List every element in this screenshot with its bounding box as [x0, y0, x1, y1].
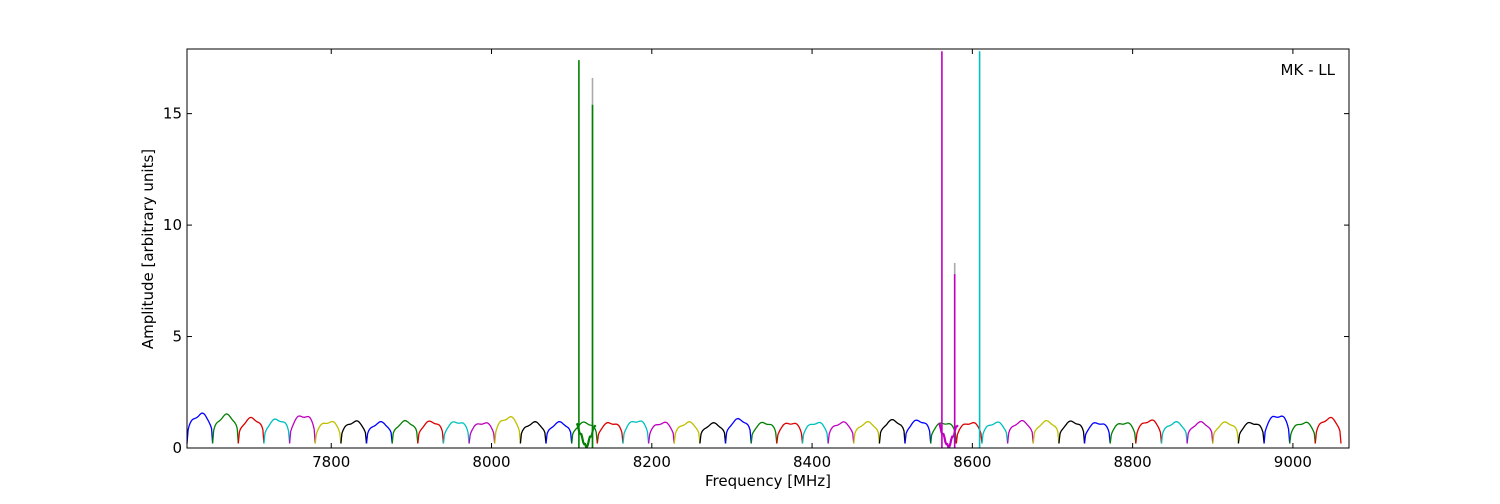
baseline-channel-2 — [211, 413, 239, 444]
y-tick-label: 5 — [172, 328, 182, 346]
x-tick-label: 7800 — [312, 453, 350, 471]
baseline-channel-38 — [1135, 419, 1163, 444]
baseline-channel-44 — [1289, 421, 1316, 444]
baseline-channel-11 — [442, 421, 470, 444]
baseline-channel-7 — [340, 420, 368, 444]
baseline-channel-28 — [878, 418, 906, 444]
baseline-channel-13 — [494, 416, 522, 444]
baseline-channel-37 — [1109, 422, 1137, 444]
x-tick-label: 8400 — [793, 453, 831, 471]
baseline-channel-6 — [314, 420, 342, 444]
baseline-channel-21 — [699, 422, 727, 444]
y-tick-label: 0 — [172, 439, 182, 457]
x-axis-label: Frequency [MHz] — [705, 472, 831, 490]
baseline-channel-18 — [622, 420, 650, 444]
baseline-channel-17 — [596, 421, 624, 444]
baseline-channel-23 — [750, 421, 778, 444]
baseline-channel-24 — [776, 422, 804, 444]
baseline-channel-8 — [365, 421, 393, 444]
baseline-channel-10 — [417, 420, 445, 444]
baseline-channel-5 — [288, 415, 316, 444]
baseline-channel-16 — [571, 421, 598, 444]
plot-frame — [186, 48, 1350, 449]
y-tick-label: 15 — [163, 105, 182, 123]
baseline-channel-15 — [545, 421, 573, 444]
spike-layer — [575, 51, 981, 448]
x-tick-label: 8000 — [472, 453, 510, 471]
baseline-channel-25 — [801, 421, 829, 444]
baseline-channel-43 — [1263, 415, 1291, 444]
baseline-channel-22 — [724, 417, 752, 444]
baseline-channel-42 — [1237, 421, 1265, 444]
baseline-channel-9 — [391, 419, 419, 444]
baseline-channel-27 — [853, 420, 881, 444]
baseline-channel-19 — [647, 421, 675, 444]
baseline-channel-31 — [955, 421, 983, 444]
baseline-channel-26 — [827, 421, 855, 444]
baseline-channel-20 — [673, 421, 701, 444]
x-tick-label: 8600 — [953, 453, 991, 471]
baseline-channel-39 — [1160, 421, 1188, 444]
baseline-channel-40 — [1186, 420, 1214, 444]
baseline-channel-4 — [263, 418, 291, 444]
baseline-channel-35 — [1058, 420, 1086, 444]
baseline-channel-33 — [1006, 419, 1034, 444]
baseline-channel-32 — [981, 421, 1009, 444]
y-tick-label: 10 — [163, 216, 182, 234]
baseline-channel-12 — [468, 422, 496, 444]
baseline-channel-41 — [1212, 421, 1240, 444]
x-tick-label: 9000 — [1274, 453, 1312, 471]
y-axis-ticks: 0 5 10 15 — [163, 105, 1349, 457]
y-axis-label: Amplitude [arbitrary units] — [139, 149, 157, 349]
x-tick-label: 8800 — [1114, 453, 1152, 471]
baseline-channel-14 — [519, 421, 547, 444]
baseline-channel-34 — [1032, 419, 1060, 444]
baseline-channel-3 — [237, 416, 265, 444]
x-tick-label: 8200 — [633, 453, 671, 471]
baseline-channel-30 — [930, 422, 957, 444]
chart-annotation: MK - LL — [1281, 61, 1336, 79]
baseline-channel-1 — [186, 412, 214, 444]
baseline-channel-36 — [1083, 422, 1111, 444]
baseline-channel-29 — [904, 419, 932, 444]
baseline-channel-45 — [1314, 416, 1342, 444]
x-axis-ticks: 7800 8000 8200 8400 8600 8800 9000 — [312, 49, 1312, 471]
series-layer — [186, 412, 1342, 444]
